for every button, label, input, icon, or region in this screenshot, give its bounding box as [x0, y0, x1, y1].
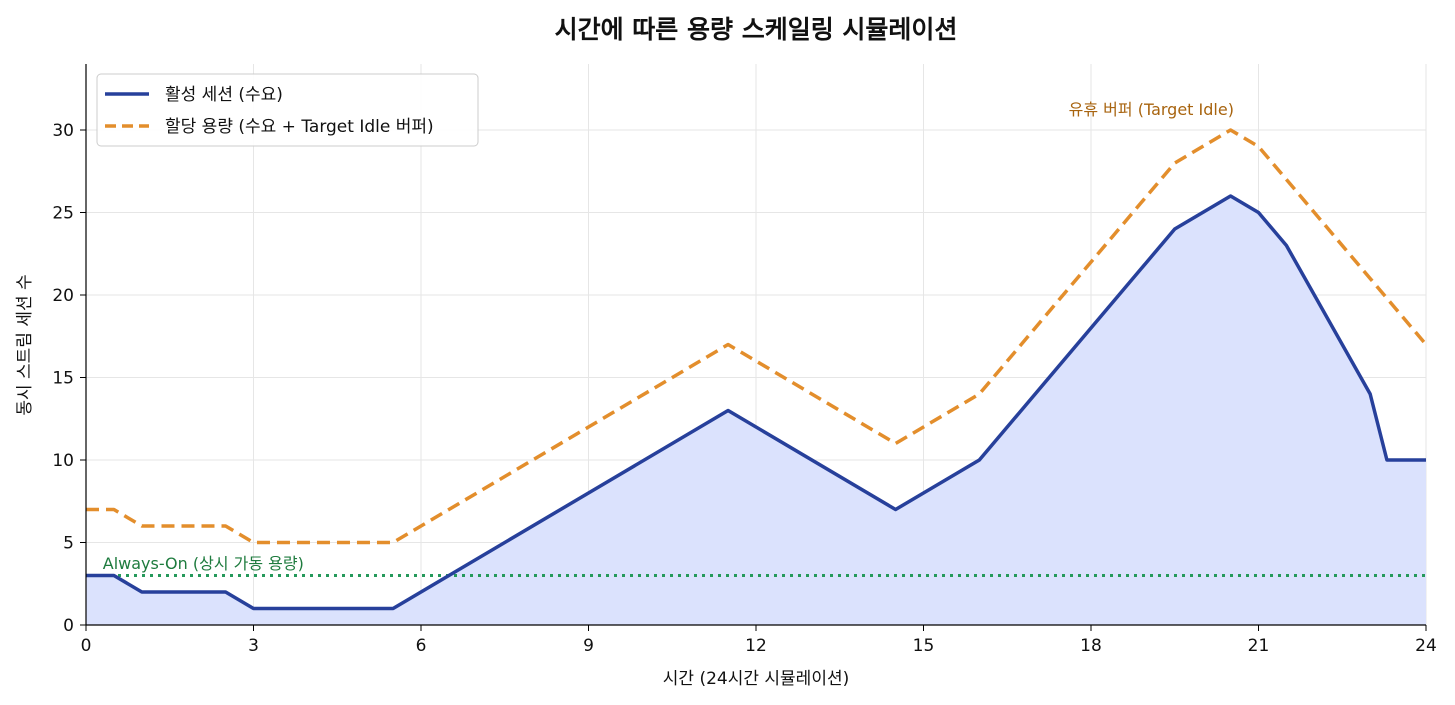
- y-tick-label: 5: [63, 534, 74, 554]
- always-on-annotation: Always-On (상시 가동 용량): [103, 554, 304, 573]
- x-tick-label: 24: [1415, 636, 1437, 656]
- x-tick-label: 18: [1080, 636, 1102, 656]
- x-tick-label: 12: [745, 636, 767, 656]
- y-tick-label: 30: [52, 121, 74, 141]
- chart-title: 시간에 따른 용량 스케일링 시뮬레이션: [555, 15, 958, 44]
- capacity-series-line: [86, 128, 1428, 545]
- legend-label: 할당 용량 (수요 + Target Idle 버퍼): [165, 117, 434, 137]
- y-tick-label: 20: [52, 286, 74, 306]
- axes: 0 3 6 9 12 15 18 21 24 0 5 10 15 20 25 30: [52, 64, 1437, 656]
- y-tick-label: 25: [52, 204, 74, 224]
- y-axis-title: 동시 스트림 세션 수: [15, 274, 35, 415]
- x-tick-label: 21: [1248, 636, 1270, 656]
- y-tick-label: 10: [52, 451, 74, 471]
- x-tick-label: 6: [416, 636, 427, 656]
- legend-box: [96, 73, 479, 147]
- x-tick-label: 9: [583, 636, 594, 656]
- annotations: Always-On (상시 가동 용량) 유휴 버퍼 (Target Idle): [103, 100, 1234, 573]
- x-tick-label: 15: [913, 636, 935, 656]
- y-tick-label: 0: [63, 616, 74, 636]
- legend: 활성 세션 (수요) 할당 용량 (수요 + Target Idle 버퍼): [96, 73, 479, 147]
- demand-area: [86, 196, 1426, 625]
- x-tick-label: 0: [81, 636, 92, 656]
- legend-label: 활성 세션 (수요): [165, 85, 283, 105]
- x-tick-label: 3: [248, 636, 259, 656]
- demand-series-line: [86, 194, 1426, 611]
- demand-area-layer: [86, 196, 1426, 625]
- idle-buffer-annotation: 유휴 버퍼 (Target Idle): [1069, 100, 1234, 119]
- y-tick-label: 15: [52, 369, 74, 389]
- series-layer: [86, 128, 1428, 611]
- x-axis-title: 시간 (24시간 시뮬레이션): [663, 669, 849, 689]
